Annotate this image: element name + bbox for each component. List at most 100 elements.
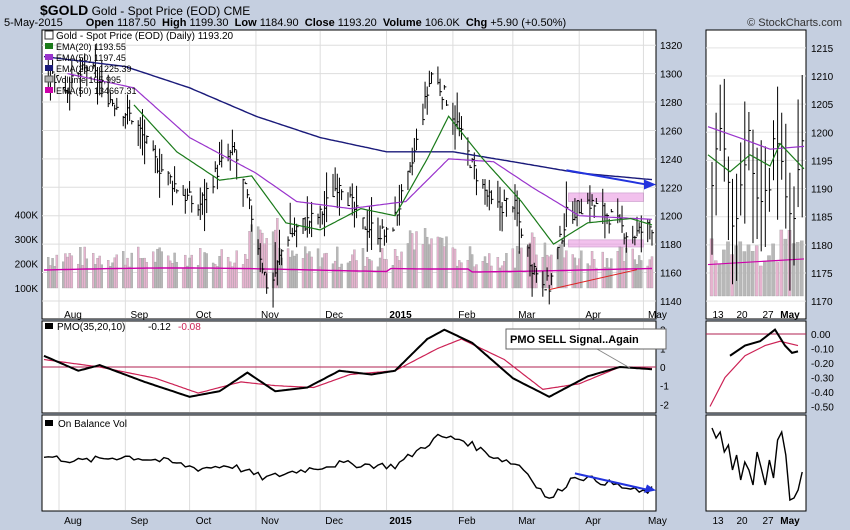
x-tick-label-bottom: Aug [64, 516, 82, 527]
volume-bar [355, 260, 358, 289]
volume-bar [438, 237, 442, 289]
volume-bar [333, 260, 337, 289]
zoom-x-label: 20 [736, 310, 748, 321]
volume-bar [503, 261, 506, 289]
zoom-volume-bar [722, 249, 726, 297]
zoom-price-tick: 1195 [811, 156, 833, 167]
zoom-price-tick: 1175 [811, 269, 833, 280]
volume-bar [235, 250, 238, 289]
volume-bar [111, 262, 114, 289]
volume-bar [650, 256, 654, 289]
obv-trend-arrow [574, 472, 647, 491]
volume-bar [184, 254, 187, 289]
volume-legend: Volume 105,995 [56, 75, 121, 85]
volume-tick-label: 300K [15, 235, 39, 246]
volume-bar [396, 256, 399, 289]
volume-bar [498, 267, 502, 289]
x-tick-label-bottom: May [648, 516, 667, 527]
credit-text: © StockCharts.com [747, 17, 842, 29]
volume-bar [316, 248, 320, 289]
ema20-legend: EMA(20) 1193.55 [56, 42, 126, 52]
volume-bar [595, 267, 598, 289]
volume-bar [263, 243, 266, 289]
volume-bar [169, 260, 172, 289]
zoom-price-tick: 1180 [811, 241, 833, 252]
pmo-value: -0.12 [148, 322, 171, 333]
price-tick-label: 1300 [660, 70, 683, 81]
axis-labels: 1140 1160 1180 1200 1220 1240 1260 1280 1300 1320… [15, 41, 683, 527]
chart-header: $GOLD Gold - Spot Price (EOD) CME [40, 2, 250, 18]
volume-bar [361, 248, 365, 289]
ema200-trend-arrow [566, 169, 647, 186]
volume-bar [303, 246, 307, 289]
volume-bar [68, 253, 71, 289]
volume-bar [166, 255, 170, 289]
volume-bar [468, 246, 472, 289]
pmo-sell-annotation: PMO SELL Signal..Again [505, 328, 667, 369]
zoom-pmo-line [729, 328, 799, 357]
price-tick-label: 1220 [660, 183, 683, 194]
volume-bar [620, 247, 624, 289]
volume-tick-label: 400K [15, 211, 39, 222]
volume-bar [443, 246, 446, 289]
volume-bar [475, 264, 478, 289]
volume-bar [428, 244, 431, 289]
low-label: Low [234, 17, 257, 29]
volume-bar [256, 226, 260, 289]
zoom-pmo-tick: 0.00 [811, 330, 831, 341]
chart-date: 5-May-2015 [4, 17, 63, 29]
ema50-legend: EMA(50) 1197.45 [56, 53, 126, 63]
ema20-swatch [45, 43, 53, 49]
zoom-volume-bar [783, 238, 788, 297]
volume-bar [49, 265, 52, 289]
x-tick-label-bottom: Nov [261, 516, 279, 527]
volume-bar [383, 258, 386, 289]
volume-bar [186, 265, 189, 289]
volume-bar [321, 257, 324, 289]
price-legend-title: Gold - Spot Price (EOD) (Daily) 1193.20 [56, 31, 234, 42]
rising-bottoms-line [549, 269, 638, 291]
volume-bar [353, 249, 356, 289]
volume-bars [43, 218, 654, 289]
pmo-tick-label: 1 [660, 344, 666, 355]
zoom-volume-bar [738, 241, 743, 297]
volume-bar [154, 261, 157, 289]
ema200-swatch [45, 65, 53, 71]
volume-bar [426, 236, 429, 289]
volume-bar [511, 248, 515, 289]
price-tick-label: 1320 [660, 41, 683, 52]
volume-bar [440, 237, 444, 289]
zoom-content: 1170 1175 1180 1185 1190 1195 1200 1205 1210 1215… [706, 44, 834, 527]
volume-bar [79, 247, 82, 289]
x-tick-label: Feb [458, 310, 476, 321]
volume-bar [560, 242, 564, 289]
price-legend: Gold - Spot Price (EOD) (Daily) 1193.20 … [44, 30, 234, 96]
volume-bar [100, 264, 104, 289]
x-tick-label-bottom: Apr [585, 516, 601, 527]
volume-bar [496, 257, 500, 289]
volume-bar [490, 265, 493, 289]
volume-bar [423, 228, 427, 289]
volume-bar [306, 253, 309, 289]
exchange: CME [223, 4, 251, 18]
zoom-price-tick: 1210 [811, 72, 834, 83]
zoom-price-tick: 1170 [811, 297, 833, 308]
volume-bar [244, 254, 247, 289]
volume-bar [143, 257, 146, 289]
zoom-vol-ema-line [707, 258, 805, 266]
price-tick-label: 1200 [660, 212, 683, 223]
ema200-legend: EMA(200) 1225.39 [56, 64, 132, 74]
volume-bar [248, 231, 251, 289]
instrument-name: Gold - Spot Price (EOD) [91, 4, 221, 18]
volume-bar [211, 262, 215, 289]
chg-value: +5.90 (+0.50%) [490, 17, 567, 29]
ema20-line [133, 104, 653, 245]
zoom-x-label-bottom: 27 [762, 516, 774, 527]
volume-bar [246, 258, 249, 289]
zoom-ema50-line [707, 126, 805, 150]
volume-bar [592, 259, 596, 289]
vol-ema-swatch [45, 87, 53, 93]
obv-panel [41, 414, 657, 512]
volume-bar [485, 263, 489, 289]
volume-ema-line [43, 267, 653, 273]
